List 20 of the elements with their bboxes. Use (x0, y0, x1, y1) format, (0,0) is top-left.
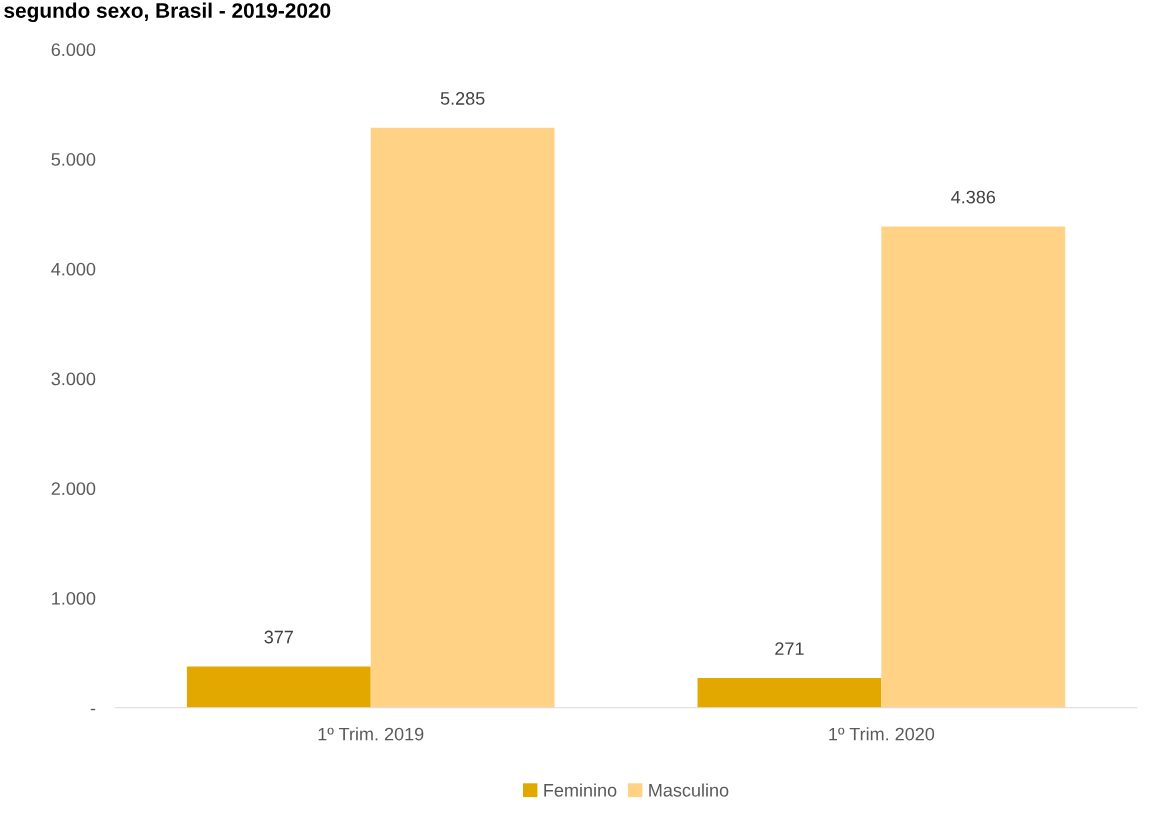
x-tick-label: 1º Trim. 2020 (829, 727, 935, 741)
chart-title: segundo sexo, Brasil - 2019-2020 (4, 2, 331, 23)
bar (186, 666, 371, 708)
bar (697, 678, 882, 708)
y-tick-label: 1.000 (52, 591, 96, 605)
data-label: 377 (264, 630, 293, 644)
data-label: 271 (775, 642, 804, 655)
y-tick-label: 6.000 (51, 43, 96, 57)
y-tick-label: - (90, 708, 96, 711)
y-tick-label: 5.000 (51, 153, 96, 166)
legend-label: Feminino (544, 783, 617, 797)
y-tick-label: 3.000 (51, 372, 96, 386)
y-tick-label: 2.000 (51, 482, 96, 496)
legend-label: Masculino (649, 783, 729, 797)
data-label: 4.386 (951, 190, 996, 204)
x-tick-label: 1º Trim. 2019 (318, 727, 424, 741)
y-tick-label: 4.000 (51, 262, 96, 276)
bar (370, 127, 555, 708)
data-label: 5.285 (440, 92, 485, 105)
bar (881, 226, 1066, 708)
